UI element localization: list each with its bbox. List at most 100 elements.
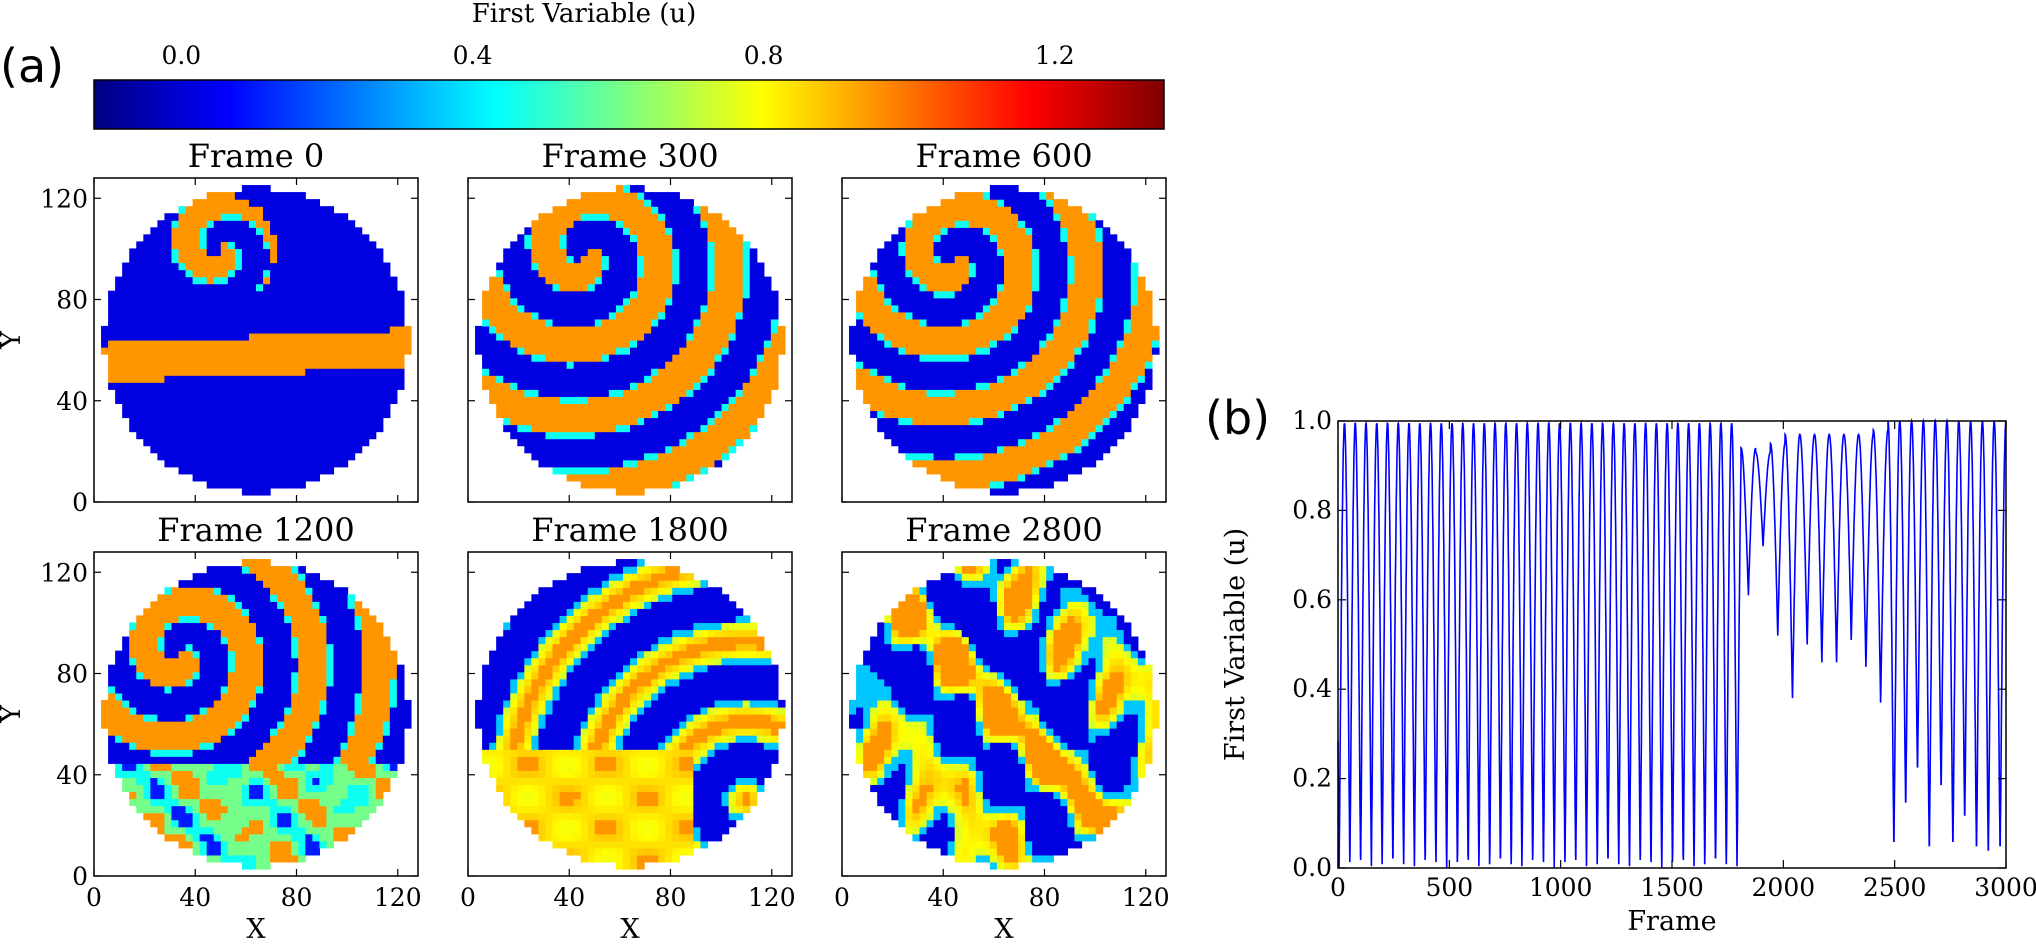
heatmap-cell <box>136 699 144 708</box>
heatmap-cell <box>1123 311 1132 320</box>
heatmap-cell <box>101 699 109 708</box>
heatmap-cell <box>651 234 659 242</box>
heatmap-cell <box>989 375 998 383</box>
heatmap-cell <box>227 473 236 482</box>
heatmap-cell <box>559 424 568 433</box>
heatmap-cell <box>968 283 977 292</box>
heatmap-cell <box>270 466 278 475</box>
heatmap-cell <box>368 389 377 397</box>
heatmap-cell <box>248 368 257 376</box>
heatmap-cell <box>489 318 497 327</box>
heatmap-cell <box>129 721 137 729</box>
heatmap-cell <box>185 276 194 285</box>
heatmap-cell <box>644 227 652 235</box>
heatmap-cell <box>559 368 568 376</box>
heatmap-cell <box>164 770 173 778</box>
heatmap-cell <box>241 417 250 426</box>
heatmap-cell <box>615 192 624 200</box>
heatmap-cell <box>996 459 1005 468</box>
heatmap-cell <box>1116 424 1125 433</box>
heatmap-cell <box>601 269 610 278</box>
heatmap-cell <box>622 297 631 306</box>
heatmap-cell <box>658 283 666 292</box>
heatmap-cell <box>199 241 208 250</box>
heatmap-cell <box>940 445 949 454</box>
heatmap-cell <box>672 290 680 299</box>
heatmap-cell <box>284 361 292 369</box>
heatmap-cell <box>954 248 963 257</box>
heatmap-cell <box>213 480 222 489</box>
heatmap-cell <box>989 410 998 419</box>
heatmap-cell <box>248 396 257 404</box>
heatmap-cell <box>171 650 180 659</box>
heatmap-cell <box>601 417 610 426</box>
heatmap-cell <box>234 480 243 489</box>
heatmap-cell <box>277 206 285 214</box>
heatmap-cell <box>284 354 292 362</box>
heatmap-cell <box>1004 368 1012 376</box>
heatmap-cell <box>150 354 158 362</box>
heatmap-cell <box>199 608 208 616</box>
heatmap-cell <box>354 382 363 390</box>
heatmap-cell <box>206 826 215 835</box>
heatmap-cell <box>227 445 236 454</box>
heatmap-cell <box>1004 375 1012 383</box>
heatmap-cell <box>735 396 744 404</box>
heatmap-cell <box>305 269 313 278</box>
heatmap-cell <box>213 854 222 863</box>
heatmap-cell <box>630 227 638 235</box>
heatmap-cell <box>566 269 575 278</box>
heatmap-cell <box>164 375 173 383</box>
heatmap-cell <box>206 206 215 214</box>
heatmap-cell <box>919 375 928 383</box>
heatmap-cell <box>199 840 208 849</box>
heatmap-cell <box>234 332 243 341</box>
heatmap-cell <box>503 382 511 390</box>
heatmap-cell <box>305 473 313 482</box>
heatmap-cell <box>503 417 511 426</box>
heatmap-cell <box>213 269 222 278</box>
heatmap-cell <box>721 417 730 426</box>
heatmap-cell <box>136 791 144 800</box>
heatmap-cell <box>1018 466 1026 475</box>
heatmap-cell <box>178 805 187 814</box>
heatmap-cell <box>926 438 935 447</box>
heatmap-cell <box>1095 220 1104 228</box>
heatmap-cell <box>573 382 582 390</box>
heatmap-cell <box>1088 389 1097 397</box>
heatmap-cell <box>291 403 299 412</box>
heatmap-cell <box>637 290 645 299</box>
heatmap-cell <box>1039 403 1047 412</box>
heatmap-cell <box>213 629 222 638</box>
heatmap-cell <box>580 227 589 235</box>
heatmap-cell <box>1081 347 1090 355</box>
heatmap-cell <box>982 304 991 313</box>
heatmap-cell <box>961 227 970 235</box>
heatmap-cell <box>263 410 271 419</box>
heatmap-cell <box>587 276 596 285</box>
heatmap-cell <box>947 199 956 207</box>
heatmap-cell <box>686 417 694 426</box>
heatmap-cell <box>524 290 532 299</box>
heatmap-cell <box>982 269 991 278</box>
heatmap-cell <box>615 206 624 214</box>
heatmap-cell <box>989 304 998 313</box>
heatmap-cell <box>108 756 116 764</box>
heatmap-cell <box>996 248 1005 257</box>
heatmap-cell <box>968 361 977 369</box>
heatmap-cell <box>721 368 730 376</box>
heatmap-cell <box>1095 389 1104 397</box>
heatmap-cell <box>136 262 144 271</box>
heatmap-cell <box>940 396 949 404</box>
heatmap-cell <box>580 318 589 327</box>
heatmap-cell <box>489 311 497 320</box>
heatmap-cell <box>1074 304 1083 313</box>
heatmap-cell <box>566 325 575 334</box>
heatmap-cell <box>1025 452 1033 461</box>
heatmap-cell <box>651 466 659 475</box>
heatmap-cell <box>178 466 187 475</box>
heatmap-cell <box>143 721 151 729</box>
heatmap-cell <box>912 459 921 468</box>
heatmap-cell <box>340 304 349 313</box>
heatmap-cell <box>996 473 1005 482</box>
